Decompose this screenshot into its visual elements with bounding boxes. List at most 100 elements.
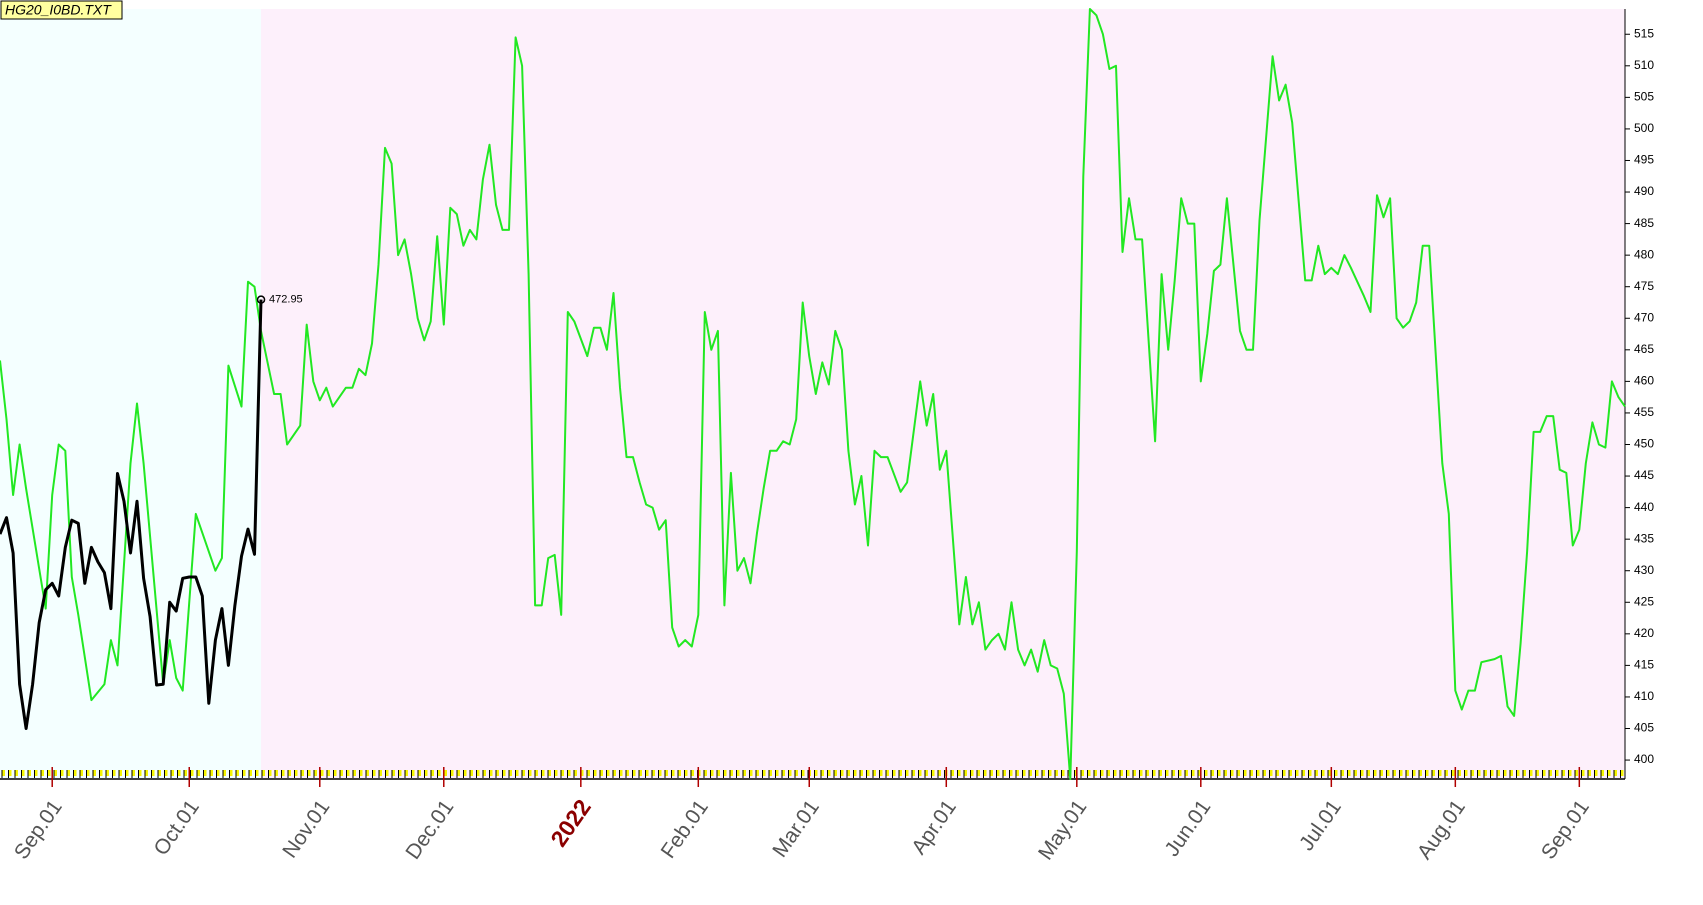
ruler-cell (1399, 770, 1403, 776)
ruler-cell (1380, 770, 1383, 776)
ruler-cell (379, 770, 382, 776)
ruler-cell (359, 770, 363, 776)
ruler-cell (1198, 770, 1201, 776)
ruler-cell (606, 770, 610, 776)
ruler-cell (1588, 770, 1591, 776)
ruler-cell (593, 770, 597, 776)
ruler-cell (28, 770, 31, 776)
ruler-cell (1016, 770, 1019, 776)
ruler-cell (515, 770, 519, 776)
series-line (0, 299, 263, 730)
ruler-cell (333, 770, 337, 776)
x-tick-label: Nov.01 (278, 796, 334, 862)
ruler-cell (223, 770, 226, 776)
x-tick-label: Sep.01 (10, 796, 67, 864)
ruler-cell (1237, 770, 1240, 776)
ruler-cell (619, 770, 623, 776)
ruler-cell (229, 770, 233, 776)
ruler-cell (1003, 770, 1006, 776)
ruler-cell (1367, 770, 1370, 776)
ruler-cell (1568, 770, 1572, 776)
y-tick-label: 510 (1634, 58, 1654, 72)
ruler-cell (164, 770, 168, 776)
ruler-cell (1107, 770, 1110, 776)
ruler-cell (996, 770, 1000, 776)
ruler-cell (1120, 770, 1123, 776)
ruler-cell (1048, 770, 1052, 776)
ruler-cell (1243, 770, 1247, 776)
x-tick-label: Apr.01 (907, 796, 961, 859)
ruler-cell (1471, 770, 1474, 776)
ruler-cell (132, 770, 135, 776)
ruler-cell (327, 770, 330, 776)
ruler-cell (301, 770, 304, 776)
ruler-cell (288, 770, 291, 776)
ruler-cell (938, 770, 941, 776)
y-tick-label: 470 (1634, 310, 1654, 324)
ruler-cell (801, 770, 805, 776)
ruler-cell (210, 770, 213, 776)
ruler-cell (1523, 770, 1526, 776)
ruler-cell (151, 770, 155, 776)
y-tick-label: 425 (1634, 594, 1654, 608)
ruler-cell (879, 770, 883, 776)
ruler-cell (1087, 770, 1091, 776)
ruler-cell (710, 770, 714, 776)
ruler-cell (1575, 770, 1578, 776)
ruler-cell (47, 770, 51, 776)
ruler-cell (112, 770, 116, 776)
ruler-cell (1510, 770, 1513, 776)
ruler-cell (951, 770, 954, 776)
ruler-cell (853, 770, 857, 776)
ruler-cell (1477, 770, 1481, 776)
ruler-cell (1607, 770, 1611, 776)
ruler-cell (1295, 770, 1299, 776)
ruler-cell (1438, 770, 1442, 776)
ruler-cell (463, 770, 467, 776)
ruler-cell (1029, 770, 1032, 776)
ruler-cell (990, 770, 993, 776)
ruler-cell (717, 770, 720, 776)
ruler-cell (385, 770, 389, 776)
ruler-cell (522, 770, 525, 776)
ruler-cell (1555, 770, 1559, 776)
ruler-cell (554, 770, 558, 776)
ruler-cell (67, 770, 70, 776)
ruler-cell (1549, 770, 1552, 776)
ruler-cell (431, 770, 434, 776)
ruler-cell (1191, 770, 1195, 776)
ruler-cell (236, 770, 239, 776)
ruler-cell (171, 770, 174, 776)
x-tick-label: Feb.01 (657, 796, 713, 863)
ruler-cell (561, 770, 564, 776)
ruler-cell (814, 770, 818, 776)
ruler-cell (197, 770, 200, 776)
ruler-cell (1373, 770, 1377, 776)
ruler-cell (957, 770, 961, 776)
ruler-cell (600, 770, 603, 776)
ruler-cell (1256, 770, 1260, 776)
y-tick-label: 440 (1634, 500, 1654, 514)
ruler-cell (1022, 770, 1026, 776)
ruler-cell (1009, 770, 1013, 776)
ruler-cell (307, 770, 311, 776)
ruler-cell (1230, 770, 1234, 776)
y-tick-label: 515 (1634, 26, 1654, 40)
ruler-cell (730, 770, 733, 776)
chart-title: HG20_I0BD.TXT (5, 2, 112, 18)
ruler-cell (457, 770, 460, 776)
ruler-cell (678, 770, 681, 776)
ruler-cell (1321, 770, 1325, 776)
value-annotation: 472.95 (269, 294, 303, 306)
x-tick-label: Aug.01 (1413, 796, 1470, 864)
ruler-cell (1386, 770, 1390, 776)
ruler-cell (1042, 770, 1045, 776)
ruler-cell (1113, 770, 1117, 776)
ruler-cell (1035, 770, 1039, 776)
x-tick-label: Mar.01 (768, 796, 824, 862)
ruler-cell (340, 770, 343, 776)
y-tick-label: 495 (1634, 153, 1654, 167)
ruler-cell (476, 770, 480, 776)
ruler-cell (866, 770, 870, 776)
ruler-cell (795, 770, 798, 776)
